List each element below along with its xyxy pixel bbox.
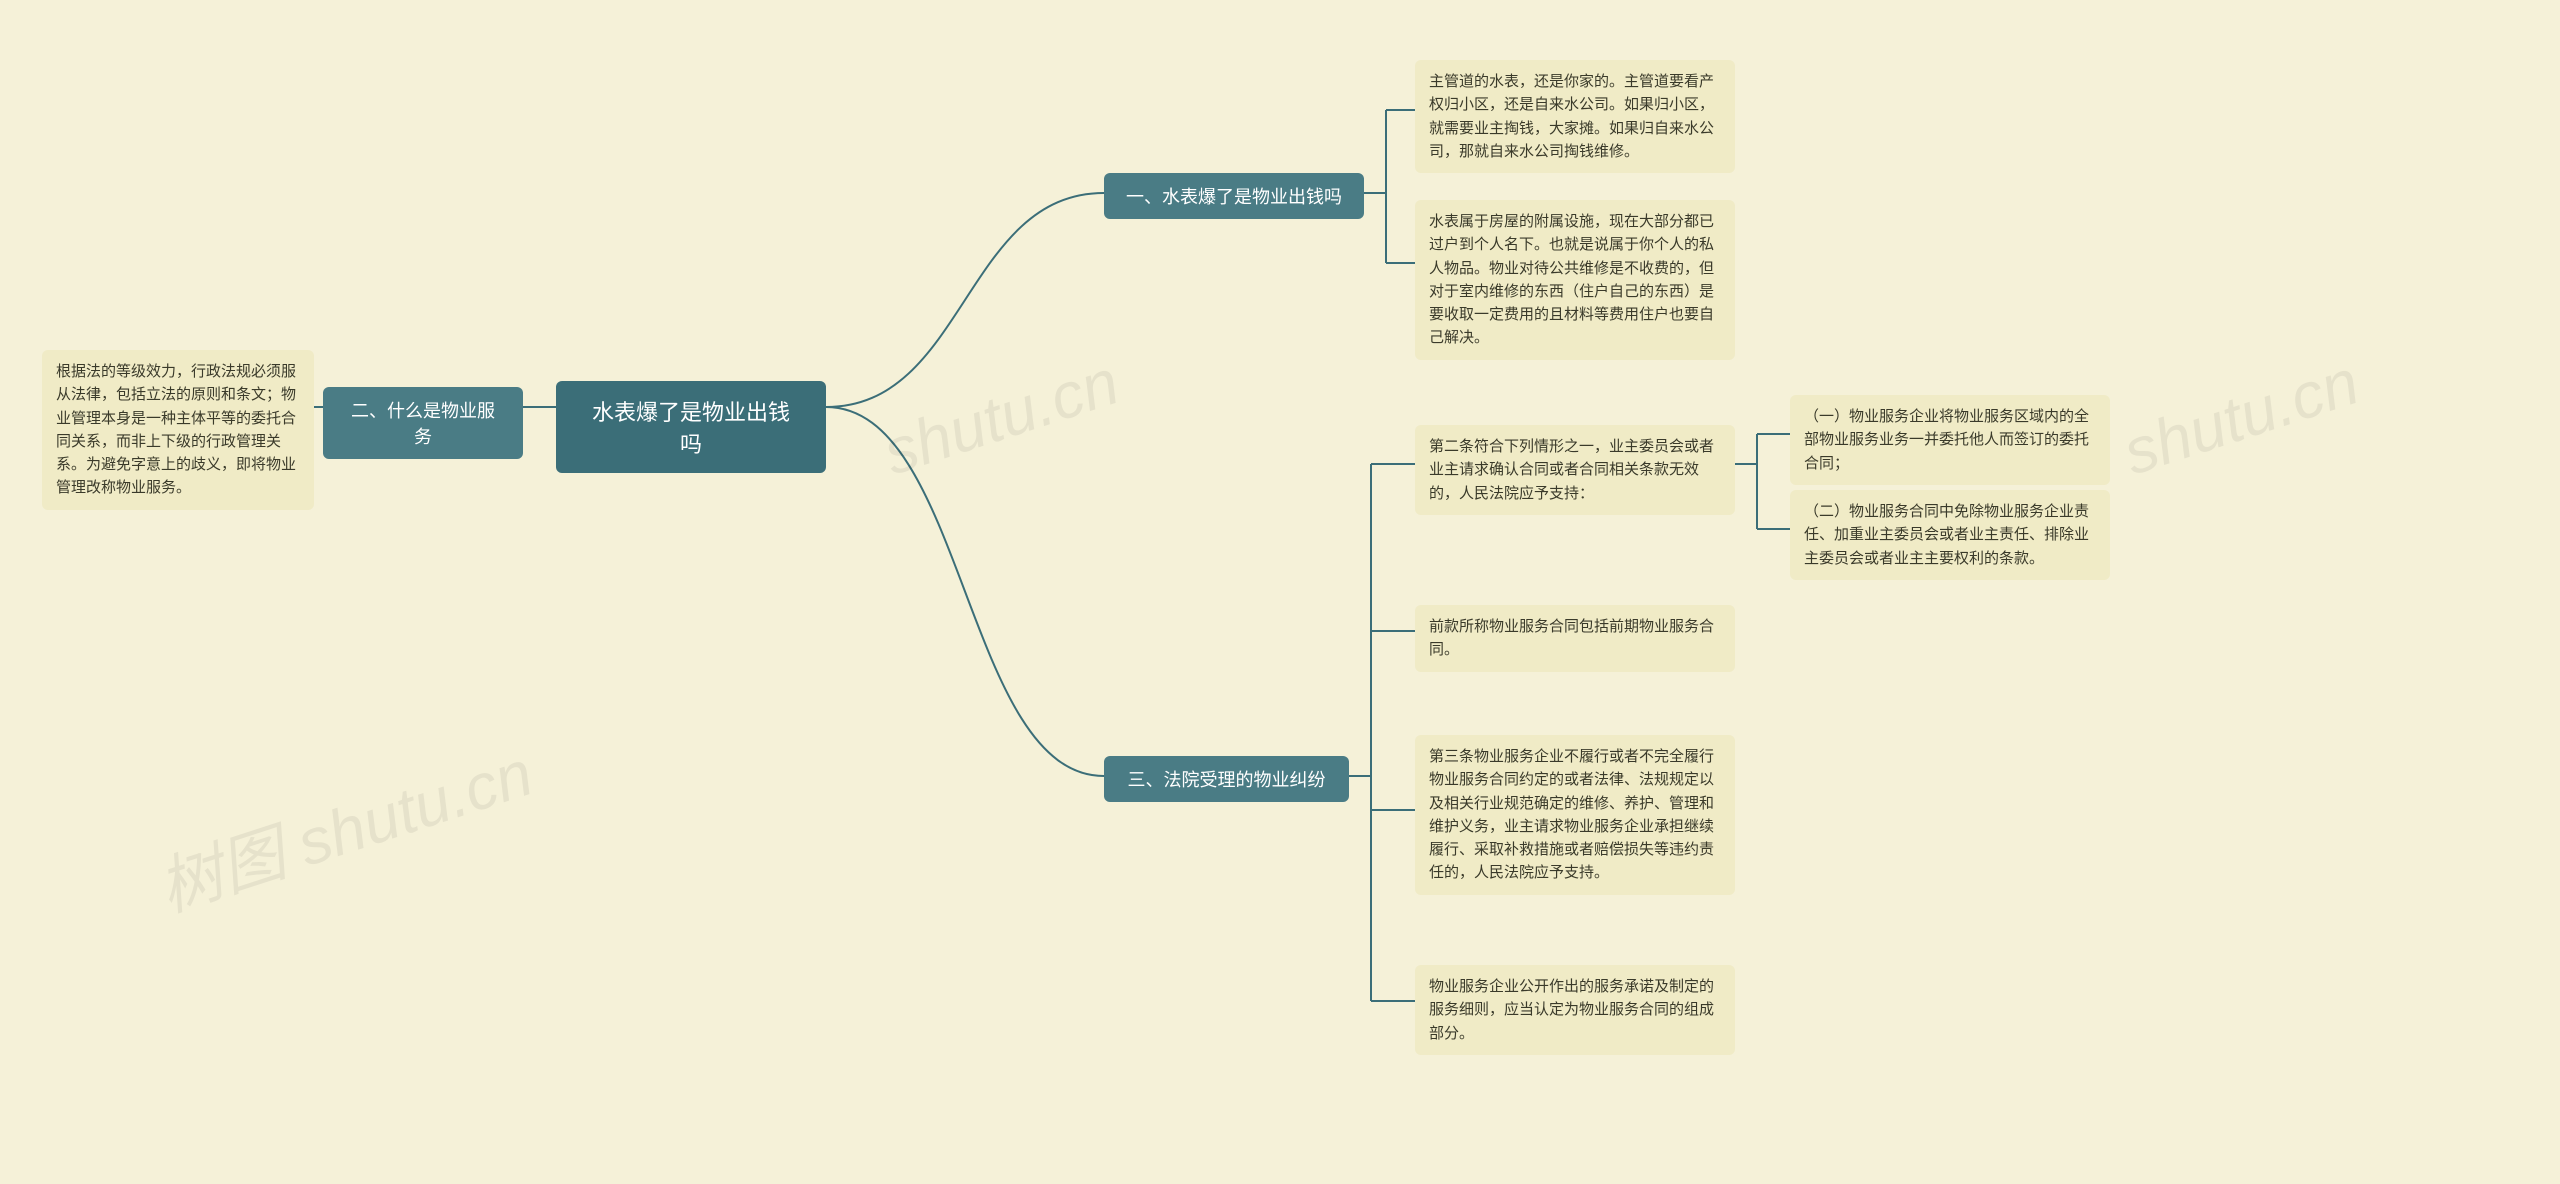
watermark: 树图 shutu.cn <box>145 722 542 929</box>
leaf-3c: 第三条物业服务企业不履行或者不完全履行物业服务合同约定的或者法律、法规规定以及相… <box>1415 735 1735 895</box>
leaf-1b: 水表属于房屋的附属设施，现在大部分都已过户到个人名下。也就是说属于你个人的私人物… <box>1415 200 1735 360</box>
leaf-2a: 根据法的等级效力，行政法规必须服从法律，包括立法的原则和条文；物业管理本身是一种… <box>42 350 314 510</box>
branch-2: 二、什么是物业服务 <box>323 387 523 459</box>
leaf-3d: 物业服务企业公开作出的服务承诺及制定的服务细则，应当认定为物业服务合同的组成部分… <box>1415 965 1735 1055</box>
root-node: 水表爆了是物业出钱吗 <box>556 381 826 473</box>
branch-3: 三、法院受理的物业纠纷 <box>1104 756 1349 802</box>
leaf-3a2: （二）物业服务合同中免除物业服务企业责任、加重业主委员会或者业主责任、排除业主委… <box>1790 490 2110 580</box>
watermark: shutu.cn <box>2114 344 2367 489</box>
leaf-3a: 第二条符合下列情形之一，业主委员会或者业主请求确认合同或者合同相关条款无效的，人… <box>1415 425 1735 515</box>
watermark: shutu.cn <box>874 344 1127 489</box>
branch-1: 一、水表爆了是物业出钱吗 <box>1104 173 1364 219</box>
leaf-1a: 主管道的水表，还是你家的。主管道要看产权归小区，还是自来水公司。如果归小区，就需… <box>1415 60 1735 173</box>
leaf-3a1: （一）物业服务企业将物业服务区域内的全部物业服务业务一并委托他人而签订的委托合同… <box>1790 395 2110 485</box>
leaf-3b: 前款所称物业服务合同包括前期物业服务合同。 <box>1415 605 1735 672</box>
